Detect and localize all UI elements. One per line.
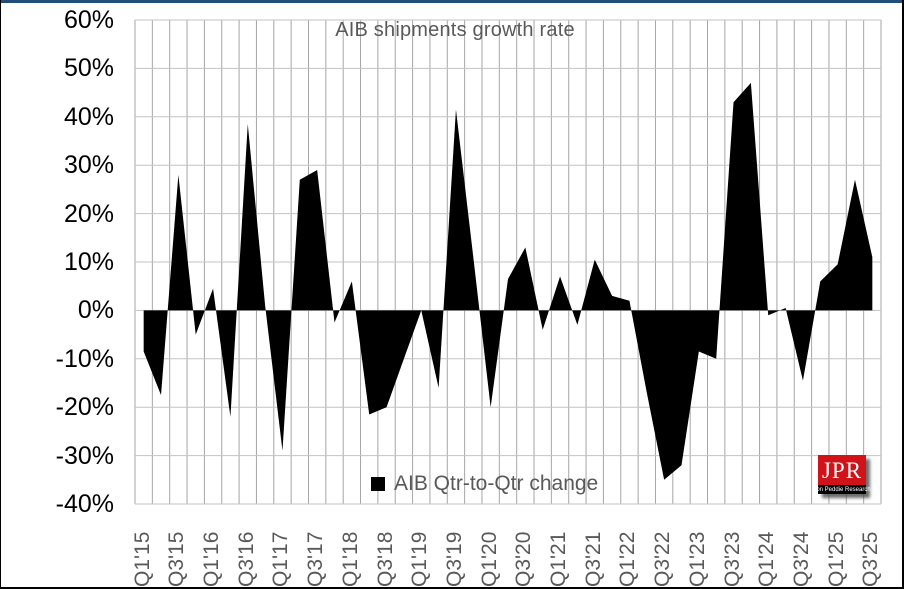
x-axis-label: Q1'17 <box>269 531 293 587</box>
left-border-line <box>0 0 1 589</box>
legend: AIB Qtr-to-Qtr change <box>371 472 598 496</box>
y-axis-label: -20% <box>55 393 114 422</box>
x-axis-label: Q1'21 <box>547 531 571 587</box>
right-border-line <box>902 0 904 589</box>
y-axis-label: 0% <box>77 296 114 325</box>
x-axis-label: Q3'24 <box>789 531 813 587</box>
jpr-logo-text: JPR <box>818 455 866 485</box>
x-axis-label: Q1'16 <box>200 531 224 587</box>
bottom-border-line <box>0 587 904 589</box>
x-axis-label: Q3'15 <box>165 531 189 587</box>
x-axis-label: Q3'21 <box>581 531 605 587</box>
x-axis-label: Q1'19 <box>408 531 432 587</box>
y-axis-label: 10% <box>63 248 114 276</box>
y-axis-label: 60% <box>63 6 114 34</box>
x-axis-label: Q3'23 <box>720 531 744 587</box>
legend-label: AIB Qtr-to-Qtr change <box>394 472 599 495</box>
top-border-line <box>0 0 904 3</box>
x-axis-label: Q3'18 <box>373 531 397 587</box>
area-series <box>143 82 873 480</box>
x-axis-label: Q1'20 <box>477 531 501 587</box>
x-axis-label: Q3'20 <box>512 531 536 587</box>
legend-swatch-icon <box>371 477 385 491</box>
x-axis-label: Q1'25 <box>824 531 848 587</box>
y-axis-label: -30% <box>55 441 114 470</box>
chart-title: AIB shipments growth rate <box>335 19 575 41</box>
y-axis-label: -10% <box>55 344 114 373</box>
jpr-logo: JPR Jon Peddie Research <box>813 455 871 494</box>
x-axis-label: Q1'24 <box>755 531 779 587</box>
jpr-logo-subtext: Jon Peddie Research <box>813 485 871 494</box>
x-axis-label: Q3'22 <box>651 531 675 587</box>
y-axis-label: -40% <box>55 490 114 518</box>
x-axis-label: Q1'22 <box>616 531 640 587</box>
y-axis-label: 30% <box>63 151 114 180</box>
y-axis-label: 40% <box>63 102 114 131</box>
x-axis-label: Q1'23 <box>685 531 709 587</box>
x-axis-label: Q3'19 <box>442 531 466 587</box>
y-axis-label: 20% <box>63 199 114 228</box>
x-axis-label: Q1'18 <box>338 531 362 587</box>
y-axis-label: 50% <box>63 54 114 83</box>
x-axis-label: Q3'25 <box>859 531 883 587</box>
x-axis-label: Q3'16 <box>234 531 258 587</box>
x-axis-label: Q3'17 <box>304 531 328 587</box>
x-axis-label: Q1'15 <box>130 531 154 587</box>
